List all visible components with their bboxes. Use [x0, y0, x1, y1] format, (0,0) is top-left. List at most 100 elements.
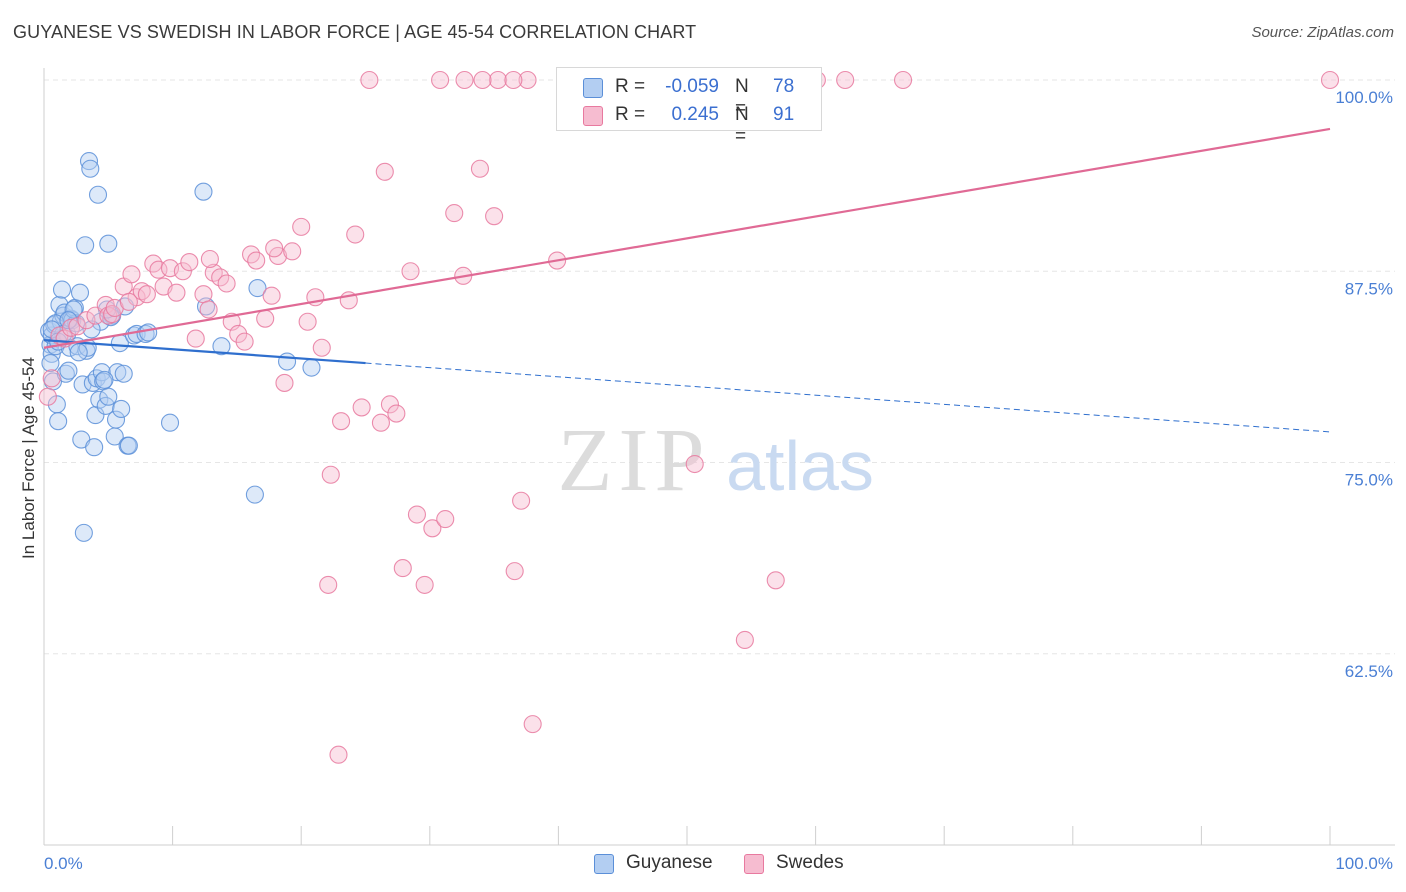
- swedes-point-59: [436, 510, 455, 529]
- swedes-point-4: [61, 318, 81, 337]
- swedes-point-45: [332, 412, 351, 431]
- guyanese-trend-extension: [365, 362, 1331, 433]
- swedes-point-5: [68, 317, 87, 336]
- swedes-point-79: [836, 70, 855, 90]
- guyanese-point-63: [302, 358, 321, 377]
- r-value: -0.059: [665, 76, 719, 97]
- swedes-point-86: [473, 70, 492, 90]
- swedes-point-0: [38, 387, 57, 406]
- axes: [43, 68, 1395, 846]
- guyanese-point-23: [70, 283, 90, 302]
- swedes-point-13: [122, 265, 141, 284]
- guyanese-point-30: [79, 152, 99, 171]
- swedes-point-21: [167, 283, 186, 302]
- swedes-point-80: [893, 70, 913, 90]
- swedes-point-38: [275, 373, 294, 392]
- guyanese-trend-line: [43, 339, 366, 365]
- legend-swatch-blue: [594, 854, 614, 874]
- guyanese-point-60: [245, 485, 264, 504]
- guyanese-point-49: [114, 364, 133, 383]
- swedes-point-6: [77, 311, 96, 330]
- swedes-point-40: [292, 217, 311, 236]
- swedes-point-1: [42, 369, 61, 388]
- y-tick-label-1: 87.5%: [1345, 279, 1393, 298]
- swedes-point-70: [523, 715, 542, 734]
- swedes-point-56: [407, 505, 426, 524]
- guyanese-point-33: [85, 438, 104, 457]
- swedes-point-69: [518, 70, 537, 90]
- swedes-point-36: [262, 286, 281, 305]
- n-label: N =: [735, 76, 749, 119]
- swedes-point-57: [415, 575, 434, 594]
- swedes-point-16: [137, 285, 156, 304]
- swedes-point-87: [504, 70, 523, 90]
- swedes-point-34: [247, 251, 266, 270]
- guyanese-point-55: [139, 323, 158, 342]
- swedes-point-63: [455, 70, 474, 90]
- guyanese-point-51: [119, 436, 138, 455]
- swedes-point-31: [229, 324, 248, 344]
- n-label: N =: [735, 104, 749, 147]
- swedes-point-77: [766, 571, 785, 590]
- source-label: Source: ZipAtlas.com: [1251, 24, 1394, 41]
- guyanese-points: [40, 152, 321, 542]
- guyanese-point-62: [278, 352, 297, 371]
- swedes-point-39: [283, 242, 302, 261]
- swedes-point-41: [298, 312, 317, 331]
- swedes-point-15: [132, 282, 151, 301]
- r-label: R =: [615, 104, 646, 125]
- guyanese-point-14: [56, 364, 75, 383]
- guyanese-point-31: [81, 159, 100, 178]
- swedes-point-68: [512, 491, 531, 510]
- swedes-point-83: [329, 745, 348, 764]
- x-tick-label-min: 0.0%: [44, 854, 83, 873]
- guyanese-point-57: [194, 182, 213, 201]
- trend-lines: [43, 127, 1331, 433]
- stats-legend: R = -0.059 N = 78 R = 0.245 N = 91: [556, 67, 822, 147]
- swedes-point-24: [186, 329, 205, 348]
- swedes-point-32: [235, 332, 254, 351]
- watermark-zip: ZIP: [558, 411, 711, 510]
- swedes-point-64: [470, 159, 490, 178]
- swedes-point-58: [423, 519, 442, 538]
- guyanese-point-34: [86, 406, 105, 425]
- swedes-point-29: [217, 274, 236, 293]
- x-tick-label-max: 100.0%: [1335, 854, 1393, 873]
- guyanese-point-11: [52, 280, 72, 299]
- chart-title: GUYANESE VS SWEDISH IN LABOR FORCE | AGE…: [13, 22, 697, 42]
- r-value: 0.245: [671, 104, 719, 125]
- swedes-point-55: [401, 262, 420, 281]
- swedes-point-50: [371, 413, 390, 432]
- swedes-point-81: [1320, 70, 1340, 90]
- grid-lines: [44, 79, 1395, 655]
- swedes-point-52: [380, 395, 399, 414]
- guyanese-point-56: [160, 413, 180, 432]
- y-tick-label-3: 62.5%: [1345, 662, 1393, 681]
- swedes-point-82: [319, 575, 338, 594]
- legend-swatch-pink: [583, 106, 603, 126]
- guyanese-point-26: [74, 523, 93, 542]
- swedes-point-47: [346, 225, 365, 244]
- guyanese-point-16: [59, 361, 78, 380]
- swedes-point-27: [204, 263, 223, 282]
- swedes-point-65: [485, 207, 504, 226]
- guyanese-point-61: [248, 279, 267, 298]
- legend-label: Guyanese: [626, 852, 713, 873]
- r-label: R =: [615, 76, 646, 97]
- y-tick-label-0: 100.0%: [1335, 88, 1393, 107]
- swedes-point-43: [312, 338, 331, 357]
- y-axis-label: In Labor Force | Age 45-54: [19, 357, 38, 559]
- swedes-point-61: [445, 204, 464, 223]
- swedes-point-60: [431, 70, 450, 90]
- legend-swatch-blue: [583, 78, 603, 98]
- swedes-point-54: [393, 559, 412, 578]
- swedes-point-67: [505, 562, 524, 581]
- guyanese-point-76: [82, 320, 101, 339]
- n-value: 78: [773, 76, 795, 97]
- guyanese-point-8: [49, 412, 68, 431]
- guyanese-point-59: [212, 337, 231, 356]
- legend-swatch-pink: [744, 854, 764, 874]
- guyanese-point-48: [112, 399, 131, 419]
- swedes-point-51: [375, 162, 394, 181]
